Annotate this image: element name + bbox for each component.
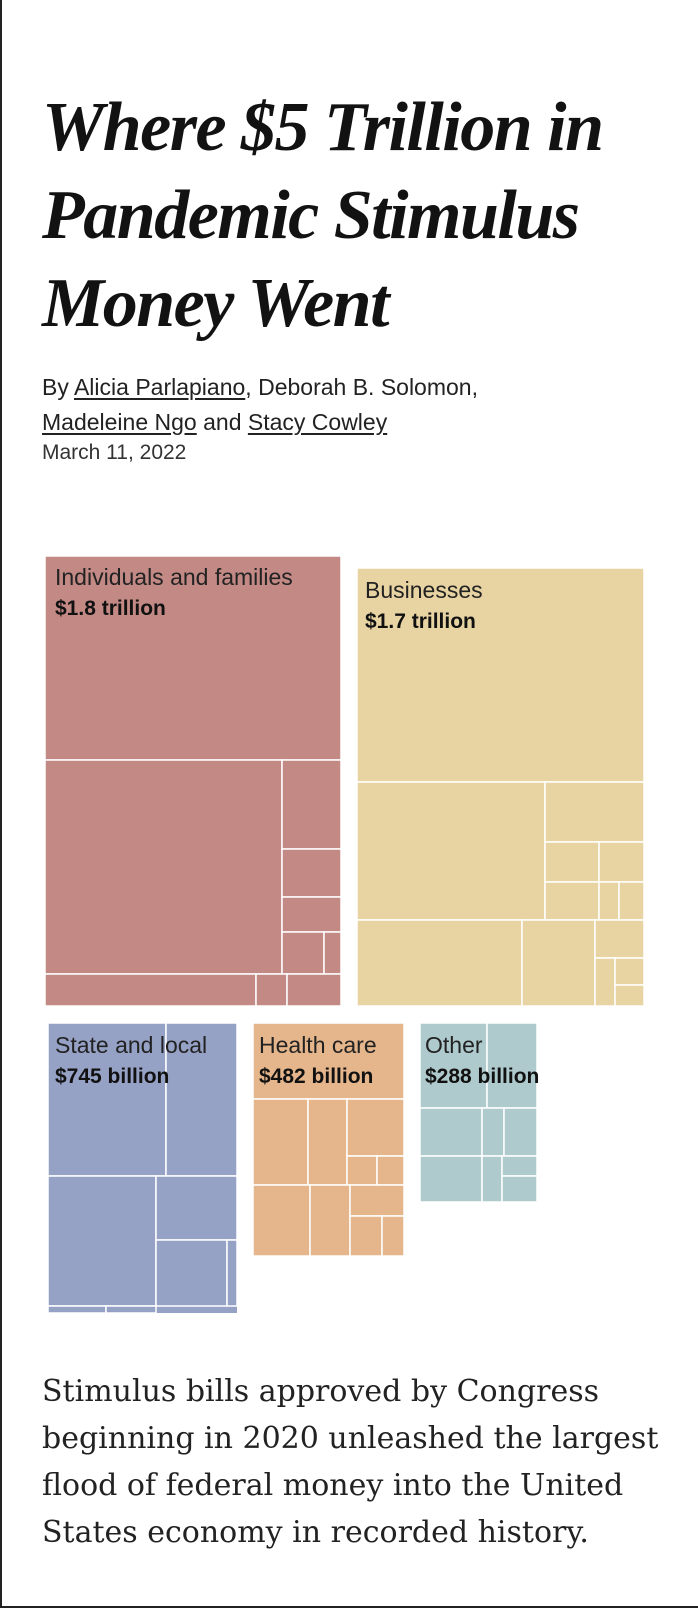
treemap-cell: [618, 881, 645, 921]
byline-separator: ,: [245, 374, 252, 400]
treemap-cell: [598, 881, 620, 921]
category-label-individuals: Individuals and families: [55, 564, 293, 590]
treemap-block-other: [419, 1022, 538, 1203]
treemap-cell: [614, 957, 645, 986]
treemap-cell: [349, 1215, 383, 1257]
treemap-cell: [486, 1022, 538, 1109]
treemap-cell: [356, 781, 546, 921]
treemap-cell: [614, 984, 645, 1007]
treemap-block-state-local: [47, 1022, 238, 1314]
author-solomon: Deborah B. Solomon: [258, 374, 472, 400]
byline-prefix: By: [42, 374, 69, 400]
treemap-cell: [481, 1155, 503, 1203]
category-value-individuals: $1.8 trillion: [55, 597, 166, 620]
treemap-cell: [501, 1175, 538, 1203]
treemap-cell: [419, 1155, 483, 1203]
treemap-cell: [323, 931, 342, 975]
author-link-parlapiano[interactable]: Alicia Parlapiano: [73, 374, 246, 400]
treemap-cell: [281, 931, 325, 975]
category-value-other: $288 billion: [425, 1065, 540, 1088]
treemap-cell: [252, 1022, 405, 1100]
treemap-block-individuals: [44, 555, 342, 1007]
treemap-cell: [544, 881, 600, 921]
category-label-health-care: Health care: [259, 1032, 377, 1058]
treemap-cell: [594, 957, 616, 1007]
category-value-health-care: $482 billion: [259, 1065, 374, 1088]
treemap-block-businesses: [356, 567, 645, 1007]
treemap-cell: [481, 1107, 505, 1157]
treemap-cell: [349, 1184, 405, 1217]
treemap-cell: [47, 1022, 167, 1177]
author-link-cowley[interactable]: Stacy Cowley: [247, 409, 388, 435]
treemap-cell: [226, 1239, 238, 1307]
treemap-cell: [419, 1107, 483, 1157]
treemap-cell: [281, 848, 342, 898]
treemap-cell: [356, 567, 645, 783]
category-value-businesses: $1.7 trillion: [365, 610, 476, 633]
headline: Where $5 Trillion in Pandemic Stimulus M…: [42, 89, 604, 342]
treemap-cell: [503, 1107, 538, 1157]
treemap-cell: [44, 973, 257, 1007]
treemap-cell: [356, 919, 523, 1007]
treemap-cell: [252, 1098, 309, 1186]
treemap-cell: [521, 919, 596, 1007]
treemap-cell: [381, 1215, 405, 1257]
treemap-cell: [419, 1022, 488, 1109]
treemap-cell: [544, 781, 645, 843]
treemap-cell: [155, 1175, 238, 1241]
treemap-cell: [255, 973, 288, 1007]
article-body-paragraph: Stimulus bills approved by Congress begi…: [42, 1374, 659, 1550]
treemap-block-health-care: [252, 1022, 405, 1257]
treemap-cell: [281, 759, 342, 850]
treemap-cell: [594, 919, 645, 959]
treemap-cell: [501, 1155, 538, 1177]
treemap-cell: [346, 1155, 378, 1186]
treemap-cell: [307, 1098, 348, 1186]
treemap-cell: [44, 759, 283, 975]
treemap-cell: [165, 1022, 238, 1177]
stimulus-treemap: [44, 555, 645, 1314]
treemap-cell: [44, 555, 342, 761]
category-label-other: Other: [425, 1032, 483, 1058]
byline-separator: ,: [471, 374, 478, 400]
treemap-cell: [376, 1155, 405, 1186]
byline-and: and: [203, 409, 242, 435]
category-label-businesses: Businesses: [365, 577, 483, 603]
byline: By Alicia Parlapiano, Deborah B. Solomon…: [42, 370, 662, 440]
category-label-state-local: State and local: [55, 1032, 208, 1058]
author-link-ngo[interactable]: Madeleine Ngo: [42, 409, 197, 435]
treemap-cell: [155, 1239, 228, 1307]
treemap-cell: [47, 1175, 157, 1307]
treemap-cell: [281, 896, 342, 933]
treemap-cell: [598, 841, 645, 883]
treemap-cell: [544, 841, 600, 883]
treemap-cell: [47, 1305, 107, 1314]
treemap-cell: [252, 1184, 311, 1257]
treemap-cell: [309, 1184, 351, 1257]
treemap-cell: [286, 973, 342, 1007]
category-value-state-local: $745 billion: [55, 1065, 170, 1088]
treemap-cell: [346, 1098, 405, 1157]
publish-date: March 11, 2022: [42, 441, 187, 464]
treemap-cell: [105, 1305, 157, 1314]
